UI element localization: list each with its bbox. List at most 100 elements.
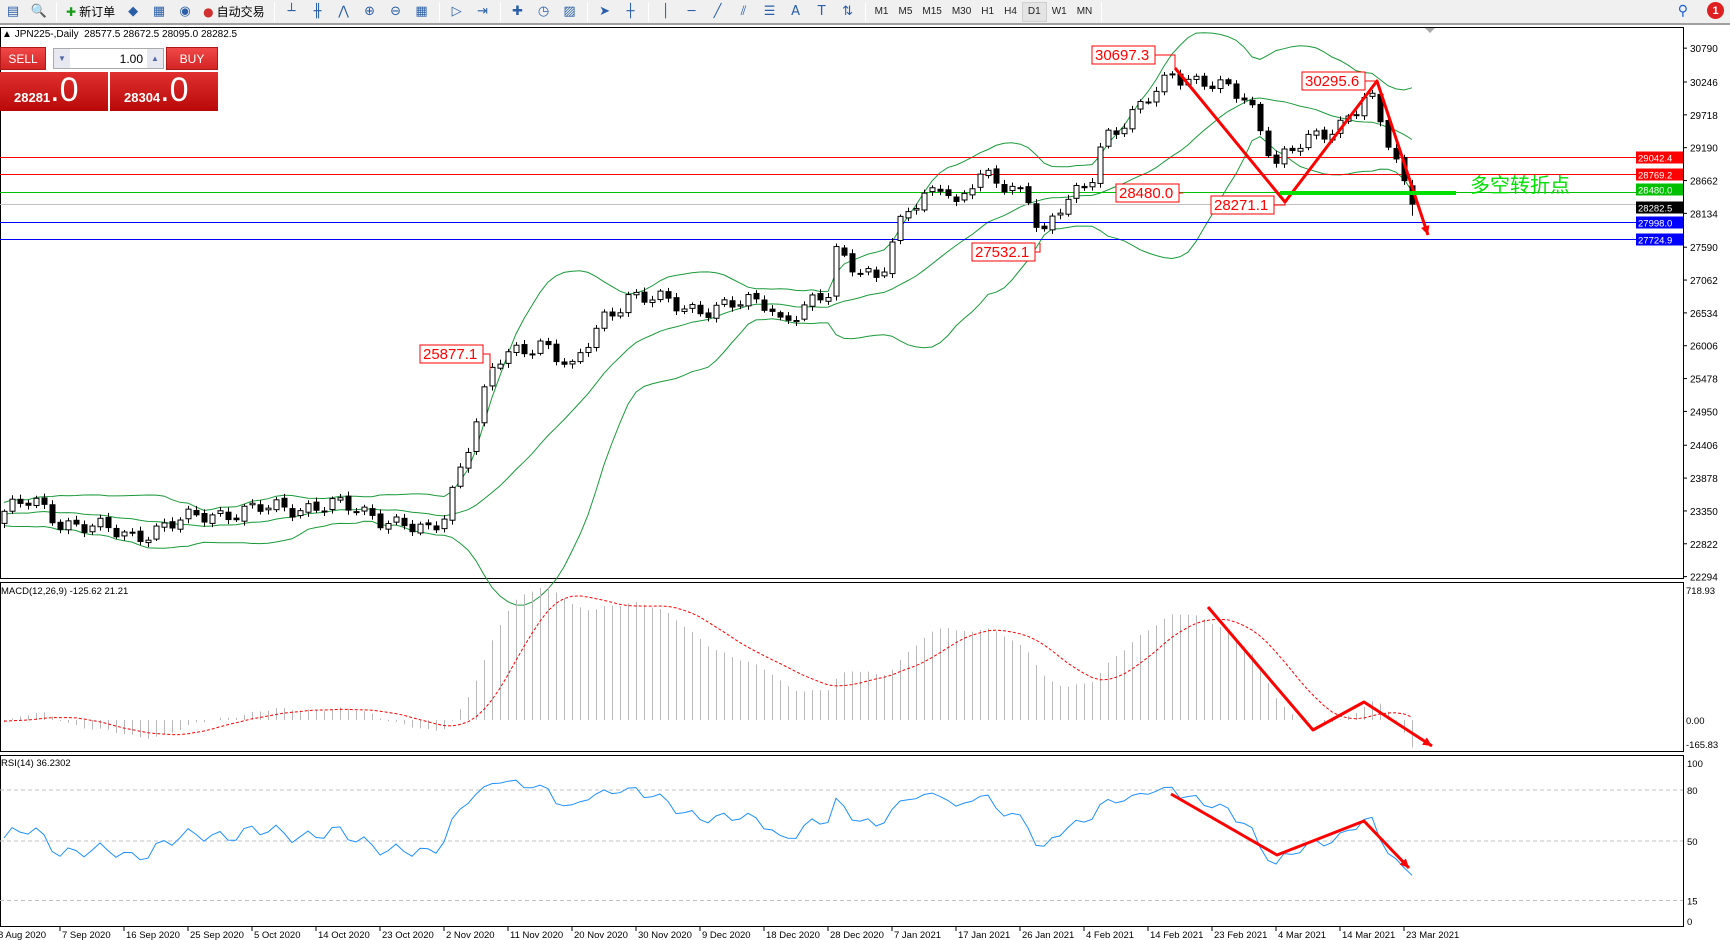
bull-candle (1169, 73, 1176, 76)
arrows-icon[interactable]: ⇅ (842, 4, 854, 19)
horizontal-line-price-box (1636, 216, 1683, 229)
line-chart-icon[interactable]: ⋀ (338, 4, 349, 19)
bull-candle (417, 523, 424, 534)
indicators-icon[interactable]: ✚ (512, 4, 524, 19)
bear-candle (1241, 97, 1248, 101)
price-tick-label: 30246 (1690, 78, 1718, 89)
cursor-icon[interactable]: ➤ (599, 4, 611, 19)
rsi-tick-label: 15 (1687, 897, 1698, 908)
bull-candle (1137, 100, 1144, 110)
notification-badge[interactable]: 1 (1707, 2, 1724, 19)
signal-icon[interactable]: ◉ (179, 4, 191, 19)
macd-tick-label: -165.83 (1686, 740, 1718, 751)
bull-candle (241, 505, 248, 522)
periods-icon[interactable]: ◷ (537, 4, 550, 19)
buy-price-main: 28304 (124, 90, 161, 105)
crosshair-icon[interactable]: ┼ (626, 4, 635, 19)
fibonacci-icon[interactable]: ☰ (763, 4, 776, 19)
horizontal-line-price: 28480.0 (1638, 186, 1672, 197)
bull-candle (393, 516, 400, 523)
bear-candle (281, 497, 288, 508)
navigator-icon[interactable]: ▦ (152, 4, 166, 19)
ohlc-readout: 28577.5 28672.5 28095.0 28282.5 (84, 29, 238, 40)
text-label-icon[interactable]: T (817, 4, 826, 19)
lot-input[interactable] (70, 51, 147, 66)
bar-chart-icon[interactable]: ┴ (287, 4, 296, 19)
bull-candle (385, 523, 392, 530)
bull-candle (481, 386, 488, 424)
bear-candle (945, 189, 952, 197)
timeframe-h4[interactable]: H4 (1004, 6, 1017, 17)
price-tick-label: 27062 (1690, 276, 1718, 287)
price-label: 28480.0 (1119, 185, 1173, 202)
date-label: 5 Oct 2020 (254, 930, 300, 940)
timeframe-mn[interactable]: MN (1076, 6, 1093, 17)
price-label: 25877.1 (423, 346, 477, 363)
bear-candle (73, 519, 80, 525)
bull-candle (1313, 130, 1320, 136)
bull-candle (625, 294, 632, 314)
bull-candle (737, 304, 744, 307)
new-order-button[interactable]: ✚ 新订单 (63, 1, 118, 23)
timeframe-m30[interactable]: M30 (951, 6, 972, 17)
toolbar-separator (1101, 1, 1103, 22)
auto-trading-button[interactable]: ● 自动交易 (200, 1, 268, 23)
macd-label: MACD(12,26,9) -125.62 21.21 (1, 586, 128, 597)
candlestick-icon[interactable]: ╫ (313, 4, 322, 19)
horizontal-line-icon[interactable]: ─ (687, 4, 696, 19)
bear-candle (1001, 184, 1008, 193)
buy-price[interactable]: 28304.0 (110, 72, 218, 111)
price-tick-label: 26534 (1690, 309, 1718, 320)
trendline-icon[interactable]: ╱ (713, 4, 722, 19)
text-icon[interactable]: A (791, 4, 801, 19)
lot-increase-button[interactable]: ▲ (147, 49, 163, 68)
price-label-box[interactable] (1301, 71, 1366, 91)
bull-candle (185, 508, 192, 520)
timeframe-d1[interactable]: D1 (1021, 1, 1047, 22)
bear-candle (81, 524, 88, 533)
bull-candle (1, 510, 8, 524)
price-label-box[interactable] (1115, 183, 1180, 203)
timeframe-m1[interactable]: M1 (874, 6, 889, 17)
bull-candle (833, 246, 840, 297)
chart-window-icon[interactable]: ▤ (6, 4, 20, 19)
chart-shift-icon[interactable]: ⇥ (477, 4, 489, 19)
bear-candle (761, 299, 768, 311)
date-label: 16 Sep 2020 (126, 930, 180, 940)
price-tick-label: 24950 (1690, 407, 1718, 418)
toolbar-separator (438, 1, 440, 22)
price-label-box[interactable] (971, 242, 1036, 262)
timeframe-w1[interactable]: W1 (1051, 6, 1067, 17)
horizontal-line-price-box (1636, 233, 1683, 246)
templates-icon[interactable]: ▨ (563, 4, 576, 19)
vertical-line-icon[interactable]: │ (661, 4, 670, 19)
bear-candle (753, 292, 760, 300)
timeframe-m15[interactable]: M15 (922, 6, 942, 17)
bear-candle (953, 196, 960, 202)
buy-button[interactable]: BUY (166, 47, 218, 70)
zoom-out-icon[interactable]: ⊖ (390, 4, 402, 19)
timeframe-m5[interactable]: M5 (898, 6, 913, 17)
lot-decrease-button[interactable]: ▼ (54, 49, 70, 68)
price-label-box[interactable] (1210, 195, 1275, 215)
sell-button[interactable]: SELL (0, 47, 46, 70)
zoom-in-icon[interactable]: ⊕ (364, 4, 376, 19)
date-label: 14 Feb 2021 (1150, 930, 1203, 940)
horizontal-line-price: 27998.0 (1638, 219, 1672, 230)
sell-price[interactable]: 28281.0 (0, 72, 108, 111)
search-icon[interactable]: ⚲ (1677, 3, 1688, 19)
date-label: 17 Jan 2021 (958, 930, 1010, 940)
timeframe-h1[interactable]: H1 (981, 6, 995, 17)
autoscroll-icon[interactable]: ▷ (451, 4, 462, 19)
market-watch-icon[interactable]: ◆ (128, 4, 139, 19)
chart-area[interactable]: 30790 30246 29718 29190 28662 28134 27590 27062… (0, 25, 1730, 940)
price-label-box[interactable] (1091, 45, 1156, 65)
price-tick-label: 28662 (1690, 177, 1718, 188)
zoom-chart-icon[interactable]: 🔍 (30, 4, 48, 19)
tile-windows-icon[interactable]: ▦ (415, 4, 428, 19)
rsi-tick-label: 100 (1687, 759, 1703, 770)
price-tick-label: 23350 (1690, 507, 1718, 518)
equidistant-channel-icon[interactable]: ⫽ (740, 4, 747, 19)
price-label-box[interactable] (419, 344, 484, 364)
horizontal-line-price: 28769.2 (1638, 171, 1672, 182)
